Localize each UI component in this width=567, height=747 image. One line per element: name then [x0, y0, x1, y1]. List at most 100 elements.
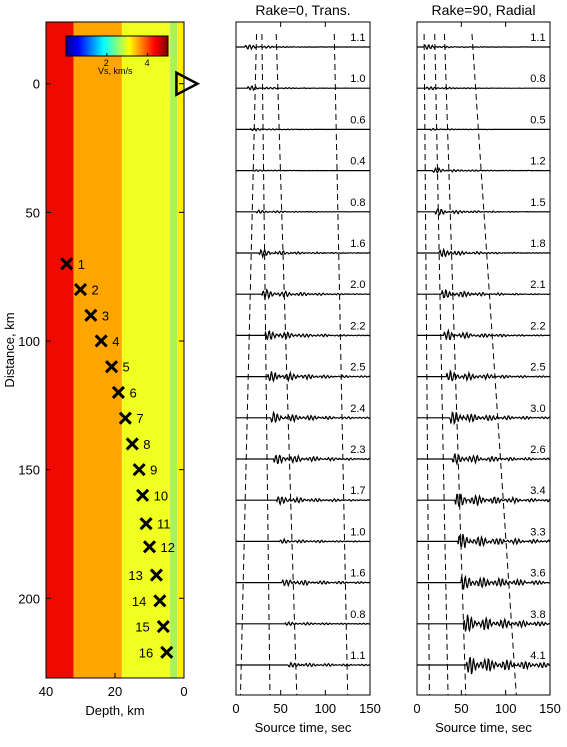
phase-dashed-line [275, 33, 298, 696]
phase-dashed-line [261, 33, 271, 696]
x-tick-label: 100 [314, 701, 336, 716]
source-marker-stroke [60, 257, 74, 271]
source-9: 9 [132, 463, 157, 478]
x-tick-label: 0 [413, 701, 420, 716]
amplitude-label: 2.6 [530, 444, 545, 456]
source-label: 9 [150, 463, 157, 478]
x-tick-label: 50 [273, 701, 287, 716]
colorbar-label: Vs, km/s [98, 66, 133, 76]
source-marker-stroke [73, 282, 88, 297]
amplitude-label: 4.1 [530, 650, 545, 662]
velocity-layer-5 [177, 22, 184, 678]
source-label: 12 [161, 540, 175, 555]
source-marker-stroke [118, 411, 132, 425]
x-tick-label: 0 [180, 684, 187, 699]
amplitude-label: 1.7 [350, 485, 365, 497]
source-5: 5 [104, 360, 130, 375]
phase-dashed-line [443, 33, 467, 696]
source-marker-stroke [153, 594, 167, 608]
x-tick-label: 150 [359, 701, 381, 716]
amplitude-label: 1.0 [350, 526, 365, 538]
x-tick-label: 40 [39, 684, 53, 699]
source-13: 13 [128, 568, 163, 583]
amplitude-label: 1.0 [350, 73, 365, 85]
seismogram-trace [236, 209, 371, 214]
source-label: 2 [92, 283, 99, 298]
source-marker-stroke [160, 645, 174, 659]
source-marker-stroke [132, 463, 146, 477]
x-axis-label: Source time, sec [255, 720, 352, 735]
seismogram-trace [417, 44, 550, 51]
y-tick-label: 50 [26, 205, 40, 220]
velocity-layer-3 [121, 22, 171, 678]
amplitude-label: 1.5 [530, 197, 545, 209]
amplitude-label: 3.8 [530, 609, 545, 621]
amplitude-label: 1.1 [350, 650, 365, 662]
source-16: 16 [139, 645, 174, 660]
seismogram-trace [236, 44, 370, 51]
amplitude-label: 3.0 [530, 403, 545, 415]
source-marker-stroke [125, 437, 139, 451]
amplitude-label: 3.6 [530, 568, 545, 580]
source-marker-stroke [104, 360, 119, 374]
source-marker-stroke [111, 385, 126, 400]
source-label: 8 [143, 437, 150, 452]
source-label: 14 [132, 594, 146, 609]
source-marker-stroke [139, 517, 153, 531]
source-14: 14 [132, 594, 167, 609]
seismogram-trace [417, 656, 550, 675]
amplitude-label: 2.2 [530, 320, 545, 332]
source-7: 7 [118, 411, 144, 426]
phase-dashed-line [239, 33, 258, 696]
amplitude-label: 3.3 [530, 526, 545, 538]
phase-dashed-line [333, 33, 349, 696]
velocity-layer-1 [46, 22, 74, 678]
source-4: 4 [94, 334, 119, 349]
seismogram-trace [236, 410, 371, 424]
seismogram-trace [236, 248, 371, 260]
seismogram-trace [417, 369, 551, 383]
y-tick-label: 200 [18, 591, 40, 606]
phase-dashed-line [423, 33, 430, 696]
x-axis-label: Source time, sec [435, 720, 532, 735]
y-axis-label: Distance, km [2, 312, 17, 387]
seismogram-trace [236, 370, 371, 383]
panel-title: Rake=0, Trans. [255, 2, 350, 18]
source-label: 6 [129, 385, 136, 400]
amplitude-label: 1.2 [530, 156, 545, 168]
source-label: 7 [136, 411, 143, 426]
source-label: 5 [123, 360, 130, 375]
velocity-layer-4 [170, 22, 178, 678]
source-label: 1 [78, 257, 85, 272]
seismogram-trace [236, 661, 371, 668]
source-label: 11 [157, 517, 171, 532]
source-12: 12 [142, 540, 175, 555]
phase-dashed-line [471, 33, 517, 696]
seismogram-trace [236, 288, 371, 301]
source-10: 10 [136, 488, 168, 503]
seismogram-trace [236, 453, 371, 465]
amplitude-label: 0.8 [350, 609, 365, 621]
seismogram-trace [417, 328, 551, 341]
source-11: 11 [139, 517, 171, 532]
amplitude-label: 2.3 [350, 444, 365, 456]
x-tick-label: 150 [539, 701, 561, 716]
seismogram-trace [417, 493, 551, 507]
station-triangle [175, 70, 201, 97]
seismogram-trace [417, 533, 551, 548]
seismogram-trace [417, 574, 551, 590]
source-label: 16 [139, 645, 153, 660]
amplitude-label: 0.8 [530, 73, 545, 85]
x-tick-label: 20 [108, 684, 122, 699]
amplitude-label: 0.4 [350, 156, 365, 168]
seismogram-trace [417, 127, 550, 131]
amplitude-label: 0.8 [350, 197, 365, 209]
colorbar-tick-label: 4 [145, 58, 150, 68]
x-tick-label: 50 [454, 701, 468, 716]
x-axis-label: Depth, km [85, 703, 144, 718]
source-15: 15 [135, 620, 170, 635]
seismogram-trace [236, 537, 371, 544]
y-tick-label: 0 [33, 77, 40, 92]
amplitude-label: 0.5 [530, 114, 545, 126]
seismogram-trace [236, 169, 370, 173]
